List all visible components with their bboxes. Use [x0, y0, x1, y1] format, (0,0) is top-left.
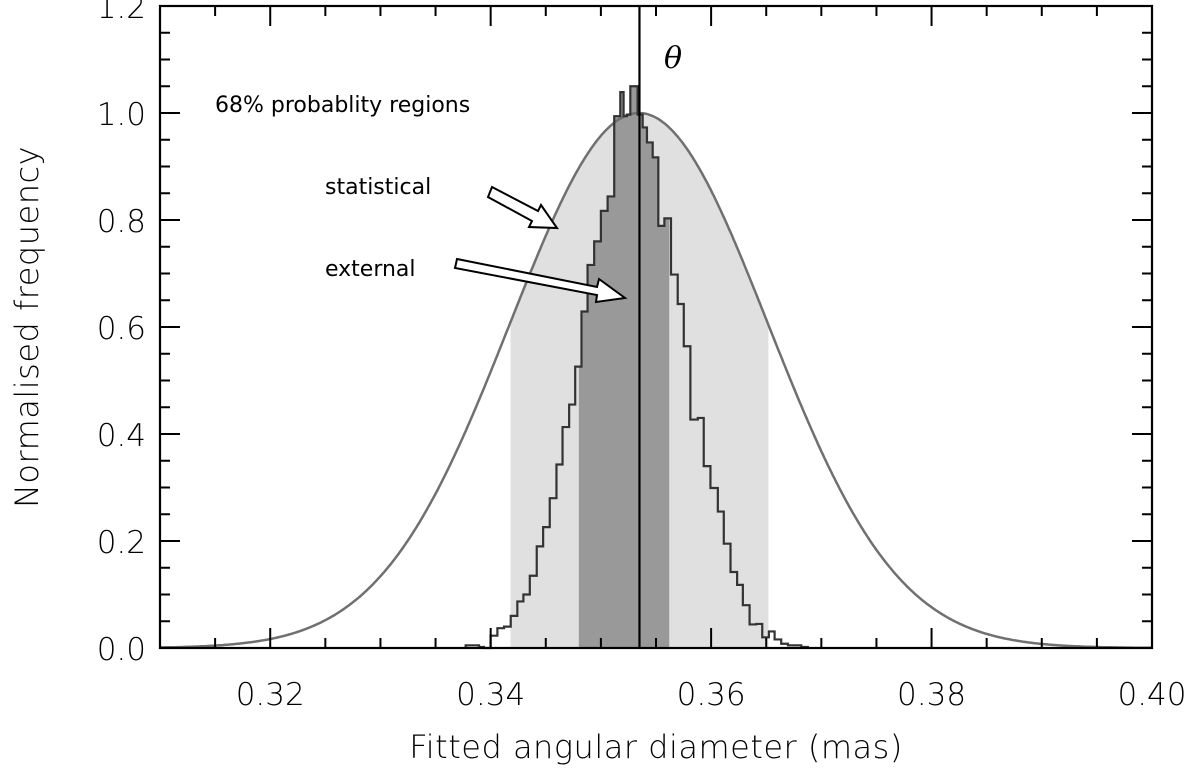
y-tick-label: 0.8 [97, 204, 146, 240]
y-tick-label: 0.0 [97, 632, 146, 668]
gaussian-curve [159, 111, 1152, 650]
y-tick-label: 0.6 [97, 311, 146, 347]
statistical-arrow [486, 185, 559, 230]
y-tick-label: 0.4 [97, 418, 146, 454]
x-tick-label: 0.38 [897, 677, 966, 713]
y-tick-label: 1.0 [97, 97, 146, 133]
histogram-steps [464, 85, 810, 650]
x-tick-label: 0.32 [236, 677, 305, 713]
annotation-external: external [325, 257, 416, 282]
y-tick-label: 0.2 [97, 525, 146, 561]
y-tick-label: 1.2 [97, 0, 146, 26]
axis-ticks [159, 5, 1153, 649]
x-tick-label: 0.36 [677, 677, 746, 713]
y-tick-labels: 0.0 0.2 0.4 0.6 0.8 1.0 1.2 [97, 0, 146, 668]
x-tick-label: 0.34 [456, 677, 525, 713]
x-axis-title: Fitted angular diameter (mas) [409, 728, 903, 766]
theta-label: θ [664, 41, 682, 76]
annotation-regions-title: 68% probablity regions [215, 93, 470, 118]
external-arrow [453, 257, 628, 304]
annotation-statistical: statistical [325, 175, 431, 200]
y-axis-title: Normalised frequency [8, 146, 46, 508]
x-tick-label: 0.40 [1117, 677, 1186, 713]
x-tick-labels: 0.32 0.34 0.36 0.38 0.40 [236, 677, 1187, 713]
